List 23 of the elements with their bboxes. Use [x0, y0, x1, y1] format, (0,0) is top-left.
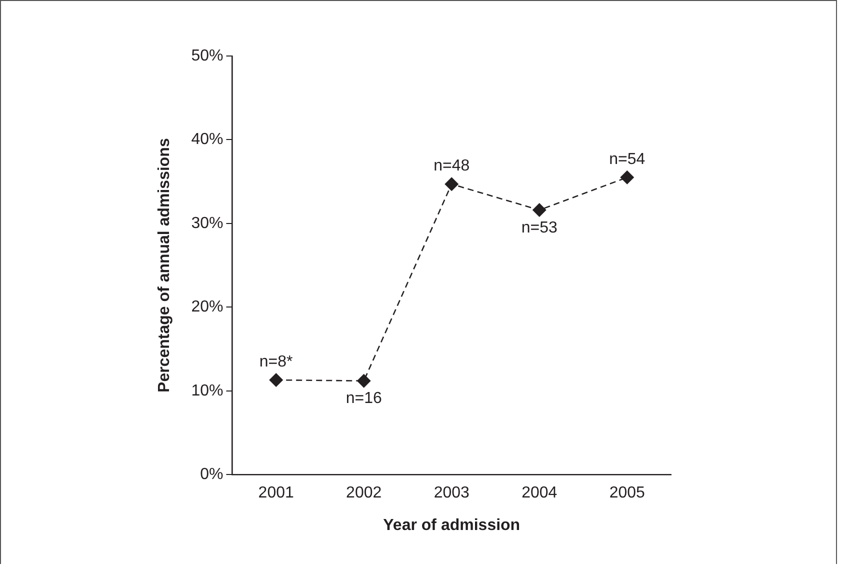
point [444, 177, 459, 192]
annotation: n=8* [259, 353, 293, 370]
x-tick-label: 2003 [434, 484, 470, 502]
x-tick-label: 2001 [258, 484, 294, 502]
y-tick-label: 30% [191, 214, 224, 232]
y-tick-label: 10% [191, 382, 224, 400]
y-tick-label: 40% [191, 131, 224, 148]
x-tick-label: 2002 [346, 484, 382, 502]
y-tick-label: 20% [191, 298, 224, 316]
annotation: n=16 [346, 390, 382, 408]
annotation: n=54 [609, 150, 646, 168]
point [356, 374, 371, 388]
y-axis-title: Percentage of annual admissions [156, 138, 174, 392]
y-tick-label: 50% [191, 47, 224, 64]
x-tick-label: 2005 [609, 484, 646, 502]
x-tick-label: 2004 [522, 484, 558, 502]
annotation: n=48 [434, 158, 470, 174]
annotation: n=53 [521, 219, 558, 236]
point [620, 170, 634, 184]
point [269, 372, 284, 387]
point [532, 203, 546, 218]
y-tick-label: 0% [200, 466, 224, 484]
x-axis-title: Year of admission [383, 516, 520, 534]
